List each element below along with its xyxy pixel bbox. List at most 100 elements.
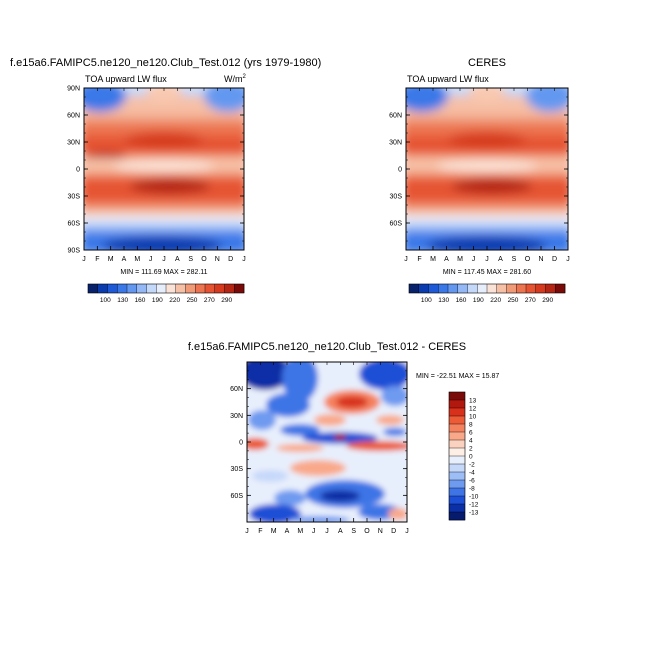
- panel-diff: f.e15a6.FAMIPC5.ne120_ne120.Club_Test.01…: [188, 341, 499, 535]
- colorbar-swatch: [195, 284, 206, 293]
- colorbar-label: -8: [469, 486, 475, 493]
- colorbar-swatch: [166, 284, 177, 293]
- colorbar-swatch: [545, 284, 556, 293]
- colorbar-swatch: [136, 284, 147, 293]
- colorbar-label: 2: [469, 446, 473, 453]
- panel-obs-variable-label: TOA upward LW flux: [407, 74, 489, 84]
- x-tick-label: S: [351, 528, 356, 535]
- y-tick-label: 30S: [68, 194, 81, 201]
- colorbar-label: 100: [100, 297, 111, 304]
- panel-diff-title: f.e15a6.FAMIPC5.ne120_ne120.Club_Test.01…: [188, 341, 466, 353]
- y-tick-label: 30N: [230, 413, 243, 420]
- x-tick-label: J: [472, 256, 476, 263]
- x-tick-label: J: [162, 256, 166, 263]
- colorbar-label: -2: [469, 462, 475, 469]
- panel-obs-axes: J F M A M J J A S O N D J 60N 30N 0 30S 60S: [389, 87, 570, 263]
- colorbar-swatch: [449, 488, 465, 497]
- colorbar-label: 6: [469, 430, 473, 437]
- x-tick-label: A: [444, 256, 449, 263]
- x-tick-label: J: [312, 528, 316, 535]
- colorbar-swatch: [107, 284, 118, 293]
- colorbar-swatch: [449, 432, 465, 441]
- colorbar-swatch: [449, 496, 465, 505]
- colorbar-swatch: [175, 284, 186, 293]
- colorbar-swatch: [185, 284, 196, 293]
- colorbar-swatch: [97, 284, 108, 293]
- y-tick-label: 30N: [389, 140, 402, 147]
- x-tick-label: J: [404, 256, 408, 263]
- y-tick-label: 60S: [68, 221, 81, 228]
- colorbar-swatch: [438, 284, 449, 293]
- colorbar-label: 270: [204, 297, 215, 304]
- colorbar-label: 190: [152, 297, 163, 304]
- x-tick-label: F: [258, 528, 262, 535]
- y-tick-label: 60N: [389, 113, 402, 120]
- x-tick-label: D: [552, 256, 557, 263]
- x-tick-label: A: [498, 256, 503, 263]
- colorbar-label: 160: [135, 297, 146, 304]
- y-tick-label: 30S: [390, 194, 403, 201]
- colorbar-swatch: [448, 284, 459, 293]
- colorbar-swatch: [428, 284, 439, 293]
- y-tick-label: 30N: [67, 140, 80, 147]
- panel-model-units-label: W/m2: [224, 74, 247, 84]
- colorbar-label: -12: [469, 502, 479, 509]
- colorbar-swatch: [224, 284, 235, 293]
- colorbar-swatch: [214, 284, 225, 293]
- colorbar-label: 220: [169, 297, 180, 304]
- x-tick-label: F: [417, 256, 421, 263]
- x-tick-label: O: [201, 256, 207, 263]
- colorbar-label: 160: [456, 297, 467, 304]
- colorbar-label: 130: [438, 297, 449, 304]
- x-tick-label: M: [430, 256, 436, 263]
- colorbar-swatch: [449, 464, 465, 473]
- colorbar-swatch: [449, 512, 465, 521]
- x-tick-label: J: [245, 528, 249, 535]
- x-tick-label: M: [134, 256, 140, 263]
- colorbar-swatch: [156, 284, 167, 293]
- y-tick-label: 60S: [231, 493, 244, 500]
- colorbar-swatch: [146, 284, 157, 293]
- x-tick-label: A: [338, 528, 343, 535]
- colorbar-label: 0: [469, 454, 473, 461]
- x-tick-label: J: [82, 256, 86, 263]
- x-tick-label: M: [271, 528, 277, 535]
- colorbar-swatch: [457, 284, 468, 293]
- colorbar-swatch: [418, 284, 429, 293]
- colorbar-label: 4: [469, 438, 473, 445]
- y-tick-label: 90N: [67, 86, 80, 93]
- panel-obs-field: [406, 88, 568, 250]
- colorbar-swatch: [449, 448, 465, 457]
- colorbar-label: -4: [469, 470, 475, 477]
- x-tick-label: A: [285, 528, 290, 535]
- y-tick-label: 0: [239, 440, 243, 447]
- colorbar-label: 100: [421, 297, 432, 304]
- x-tick-label: O: [525, 256, 531, 263]
- panel-obs-stats: MIN = 117.45 MAX = 281.60: [443, 269, 531, 276]
- colorbar-swatch: [477, 284, 488, 293]
- colorbar-swatch: [487, 284, 498, 293]
- panel-obs-colorbar: 100 130 160 190 220 250 270 290: [408, 283, 566, 304]
- y-tick-label: 30S: [231, 466, 244, 473]
- x-tick-label: D: [391, 528, 396, 535]
- colorbar-label: 8: [469, 422, 473, 429]
- x-tick-label: J: [149, 256, 153, 263]
- x-tick-label: N: [538, 256, 543, 263]
- colorbar-label: 290: [542, 297, 553, 304]
- y-tick-label: 90S: [68, 248, 81, 255]
- colorbar-swatch: [449, 416, 465, 425]
- colorbar-label: -10: [469, 494, 479, 501]
- x-tick-label: J: [325, 528, 329, 535]
- colorbar-swatch: [234, 284, 245, 293]
- x-tick-label: J: [566, 256, 570, 263]
- colorbar-label: 12: [469, 406, 477, 413]
- panel-model-colorbar: 100 130 160 190 220 250 270 290: [87, 283, 245, 304]
- y-tick-label: 60S: [390, 221, 403, 228]
- panel-model-variable-label: TOA upward LW flux: [85, 74, 167, 84]
- colorbar-swatch: [449, 440, 465, 449]
- x-tick-label: M: [297, 528, 303, 535]
- x-tick-label: J: [242, 256, 246, 263]
- y-tick-label: 0: [76, 167, 80, 174]
- colorbar-swatch: [449, 424, 465, 433]
